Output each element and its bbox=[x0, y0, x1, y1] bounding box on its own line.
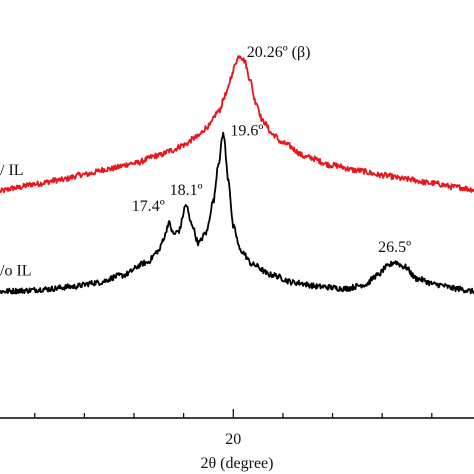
series-label-with-il: / IL bbox=[0, 162, 24, 179]
labels-layer: / IL/o IL 20.26º (β) 19.6º 18.1º 17.4º 26.5º bbox=[0, 44, 411, 279]
peak-annotation: 26.5º bbox=[378, 239, 411, 256]
series-line-with-il bbox=[0, 55, 474, 194]
peak-annotation: 17.4º bbox=[132, 198, 165, 215]
peak-annotation: 19.6º bbox=[230, 122, 263, 139]
x-axis-ticks: 20 bbox=[34, 409, 433, 448]
x-tick-label: 20 bbox=[225, 431, 241, 448]
peak-annotation: 18.1º bbox=[170, 182, 203, 199]
x-axis-label: 2θ (degree) bbox=[201, 455, 274, 472]
series-label-without-il: /o IL bbox=[0, 262, 32, 279]
series-line-without-il bbox=[0, 131, 474, 295]
peak-annotation: 20.26º (β) bbox=[247, 44, 311, 61]
series-layer bbox=[0, 55, 474, 295]
